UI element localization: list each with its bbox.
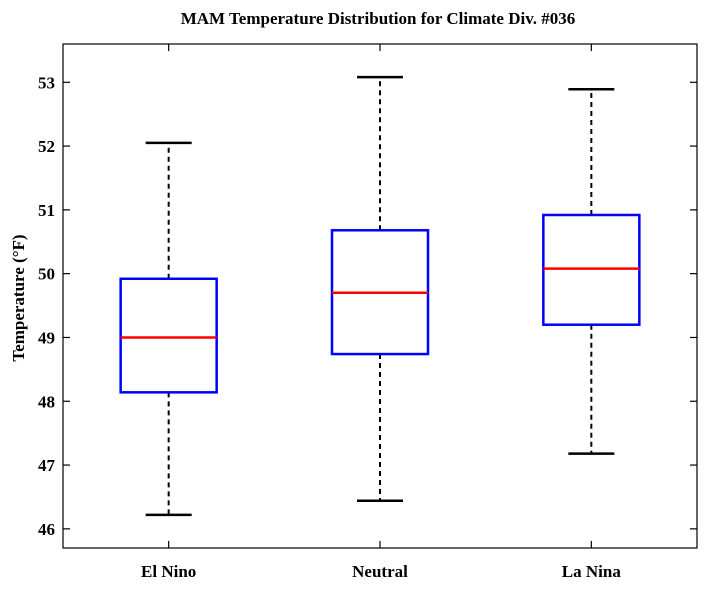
y-tick-label: 46 — [38, 520, 55, 539]
x-tick-label: El Nino — [141, 562, 196, 581]
y-tick-label: 52 — [38, 137, 55, 156]
box-la-nina — [542, 88, 641, 455]
iqr-box — [542, 213, 641, 326]
x-tick-label: La Nina — [562, 562, 622, 581]
box-neutral — [330, 75, 430, 503]
y-tick-label: 50 — [38, 265, 55, 284]
y-axis: 46 47 48 49 50 51 52 53 — [38, 73, 697, 539]
y-tick-label: 49 — [38, 328, 55, 347]
y-tick-label: 51 — [38, 201, 55, 220]
y-tick-label: 48 — [38, 392, 55, 411]
x-axis: El Nino Neutral La Nina — [141, 44, 621, 581]
box-el-nino — [119, 141, 218, 517]
boxes-group — [119, 75, 641, 517]
y-tick-label: 53 — [38, 73, 55, 92]
x-tick-label: Neutral — [352, 562, 408, 581]
y-tick-label: 47 — [38, 456, 56, 475]
y-axis-label: Temperature (°F) — [9, 234, 28, 361]
chart-title: MAM Temperature Distribution for Climate… — [181, 9, 576, 28]
iqr-box — [119, 277, 218, 394]
